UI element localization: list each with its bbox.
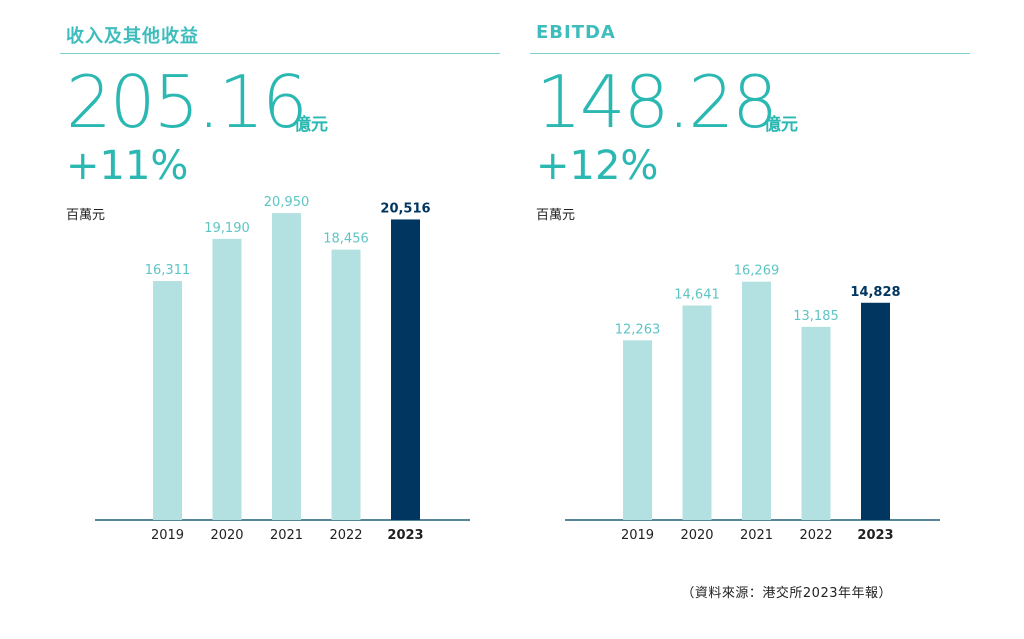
ebitda-panel: EBITDA 148.28 億元 +12% 百萬元 12,263 2019 14,6… (530, 0, 970, 560)
data-label: 19,190 (204, 221, 250, 236)
growth-rate: +12% (536, 143, 659, 189)
headline-value: 148.28 (536, 60, 778, 144)
divider (530, 53, 970, 54)
x-tick-label: 2019 (151, 528, 184, 543)
x-tick-label: 2022 (329, 528, 362, 543)
x-tick-label: 2022 (799, 528, 832, 543)
data-label: 14,641 (674, 288, 720, 303)
bar-2021 (272, 213, 301, 520)
data-label: 18,456 (323, 232, 369, 247)
x-tick-label: 2021 (270, 528, 303, 543)
data-label: 20,516 (380, 201, 430, 216)
headline-value: 205.16 (66, 60, 308, 144)
x-tick-label: 2019 (621, 528, 654, 543)
data-label: 13,185 (793, 309, 839, 324)
bar-2023 (861, 302, 890, 520)
data-label: 20,950 (264, 195, 310, 210)
y-unit-label: 百萬元 (66, 208, 106, 223)
data-label: 16,311 (145, 263, 191, 278)
panel-title: 收入及其他收益 (66, 26, 199, 47)
x-tick-label: 2023 (857, 528, 893, 543)
bar-2022 (331, 249, 361, 520)
bar-2020 (682, 305, 712, 520)
bar-2022 (801, 326, 831, 520)
revenue-panel: 收入及其他收益 205.16 億元 +11% 百萬元 16,311 2019 19,… (60, 0, 500, 560)
x-tick-label: 2020 (680, 528, 713, 543)
x-tick-label: 2021 (740, 528, 773, 543)
bar-2019 (153, 281, 182, 520)
revenue-bar-chart: 16,311 2019 19,190 2020 20,950 2021 18,456 2022… (95, 195, 470, 543)
data-label: 16,269 (734, 264, 780, 279)
bar-2019 (623, 340, 652, 520)
bar-2023 (391, 219, 420, 520)
source-note: （資料來源：港交所2023年年報） (681, 586, 892, 601)
x-tick-label: 2020 (210, 528, 243, 543)
bar-2021 (742, 281, 771, 520)
growth-rate: +11% (66, 143, 189, 189)
y-unit-label: 百萬元 (536, 208, 576, 223)
ebitda-bar-chart: 12,263 2019 14,641 2020 16,269 2021 13,185 2022… (565, 264, 940, 543)
panel-title: EBITDA (536, 22, 616, 43)
headline-unit: 億元 (294, 115, 328, 135)
divider (60, 53, 500, 54)
data-label: 12,263 (615, 322, 661, 337)
data-label: 14,828 (850, 285, 900, 300)
x-tick-label: 2023 (387, 528, 423, 543)
headline-unit: 億元 (764, 115, 798, 135)
bar-2020 (212, 238, 242, 520)
